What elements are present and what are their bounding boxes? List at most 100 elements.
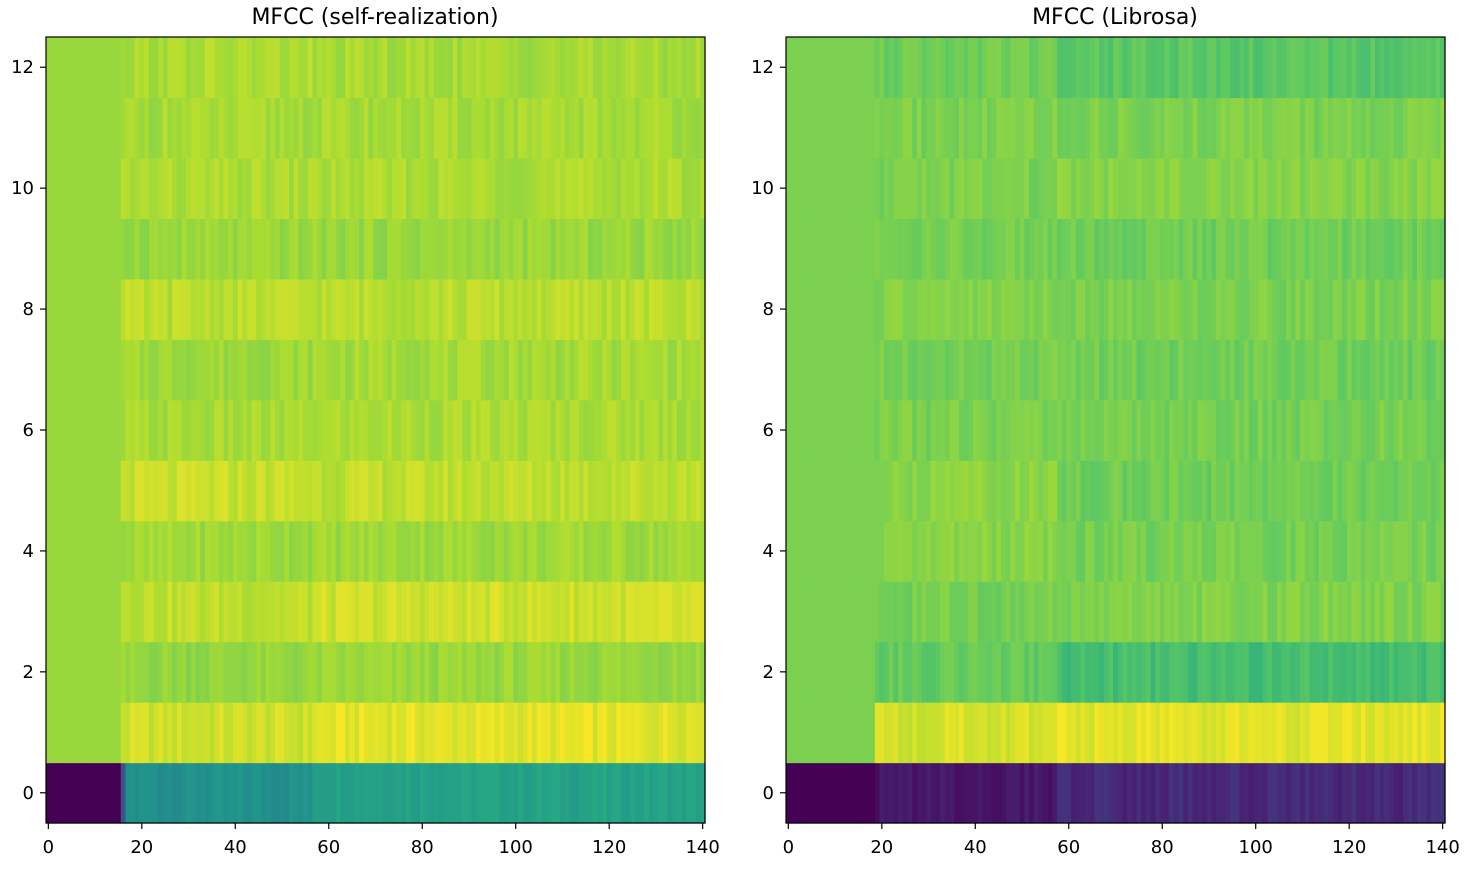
heatmap-cell [888,97,895,159]
heatmap-cell [1178,581,1184,643]
heatmap-cell [97,339,103,401]
heatmap-cell [1019,399,1025,461]
heatmap-cell [1314,399,1320,461]
heatmap-cell [513,218,519,280]
heatmap-cell [842,762,848,824]
heatmap-cell [1113,702,1119,764]
heatmap-cell [996,520,1002,582]
heatmap-cell [550,339,557,401]
heatmap-cell [676,37,683,99]
heatmap-cell [181,218,187,280]
heatmap-cell [298,460,304,522]
heatmap-cell [279,641,285,703]
heatmap-cell [1075,399,1082,461]
heatmap-cell [424,157,430,219]
heatmap-cell [1384,157,1390,219]
heatmap-cell [1346,641,1353,703]
heatmap-cell [1402,762,1409,824]
heatmap-cell [930,520,937,582]
heatmap-cell [667,581,673,643]
heatmap-cell [396,702,402,764]
heatmap-cell [874,702,881,764]
heatmap-cell [55,399,61,461]
heatmap-cell [204,218,211,280]
heatmap-cell [856,37,862,99]
heatmap-cell [382,278,388,340]
heatmap-cell [837,762,843,824]
heatmap-cell [331,641,337,703]
heatmap-cell [265,97,271,159]
heatmap-cell [972,37,979,99]
heatmap-cell [963,520,969,582]
heatmap-cell [1108,157,1114,219]
heatmap-cell [634,520,641,582]
heatmap-cell [60,37,66,99]
heatmap-cell [958,218,965,280]
heatmap-cell [991,97,997,159]
heatmap-cell [405,399,412,461]
heatmap-cell [1286,581,1292,643]
heatmap-cell [139,97,145,159]
heatmap-cell [630,97,636,159]
heatmap-cell [391,520,398,582]
heatmap-cell [686,339,692,401]
heatmap-cell [457,581,463,643]
heatmap-cell [293,581,299,643]
heatmap-cell [452,762,458,824]
heatmap-cell [874,460,881,522]
heatmap-cell [1412,399,1418,461]
heatmap-cell [818,399,824,461]
heatmap-cell [888,702,895,764]
heatmap-cell [653,641,659,703]
heatmap-cell [518,520,524,582]
heatmap-cell [1206,97,1212,159]
heatmap-cell [504,520,510,582]
heatmap-cell [1323,702,1329,764]
heatmap-cell [1173,278,1180,340]
heatmap-cell [1038,278,1044,340]
heatmap-cell [373,37,379,99]
heatmap-cell [359,762,365,824]
heatmap-cell [574,37,580,99]
heatmap-cell [363,460,370,522]
heatmap-cell [837,641,843,703]
heatmap-cell [1215,157,1222,219]
heatmap-cell [284,218,290,280]
heatmap-cell [335,641,342,703]
heatmap-cell [1309,702,1315,764]
heatmap-cell [912,460,918,522]
heatmap-cell [935,581,941,643]
heatmap-cell [88,157,94,219]
heatmap-cell [527,702,533,764]
heatmap-cell [382,218,388,280]
heatmap-cell [1374,762,1381,824]
heatmap-cell [846,520,853,582]
heatmap-cell [373,460,379,522]
heatmap-cell [968,339,974,401]
heatmap-cell [828,641,834,703]
heatmap-cell [284,37,290,99]
heatmap-cell [424,399,430,461]
heatmap-cell [1351,460,1357,522]
heatmap-cell [88,339,94,401]
heatmap-cell [349,581,356,643]
heatmap-cell [158,520,164,582]
heatmap-cell [1286,460,1292,522]
heatmap-cell [452,520,458,582]
heatmap-cell [88,460,94,522]
heatmap-cell [1393,339,1399,401]
heatmap-cell [1094,37,1100,99]
heatmap-cell [518,460,524,522]
heatmap-cell [340,97,346,159]
heatmap-cell [377,641,384,703]
heatmap-cell [1122,218,1128,280]
heatmap-cell [1402,97,1409,159]
heatmap-cell [522,399,528,461]
heatmap-cell [926,581,932,643]
heatmap-cell [1323,37,1329,99]
heatmap-cell [218,762,225,824]
heatmap-cell [1393,97,1399,159]
heatmap-cell [1300,762,1306,824]
heatmap-cell [1033,460,1039,522]
heatmap-cell [1412,218,1418,280]
